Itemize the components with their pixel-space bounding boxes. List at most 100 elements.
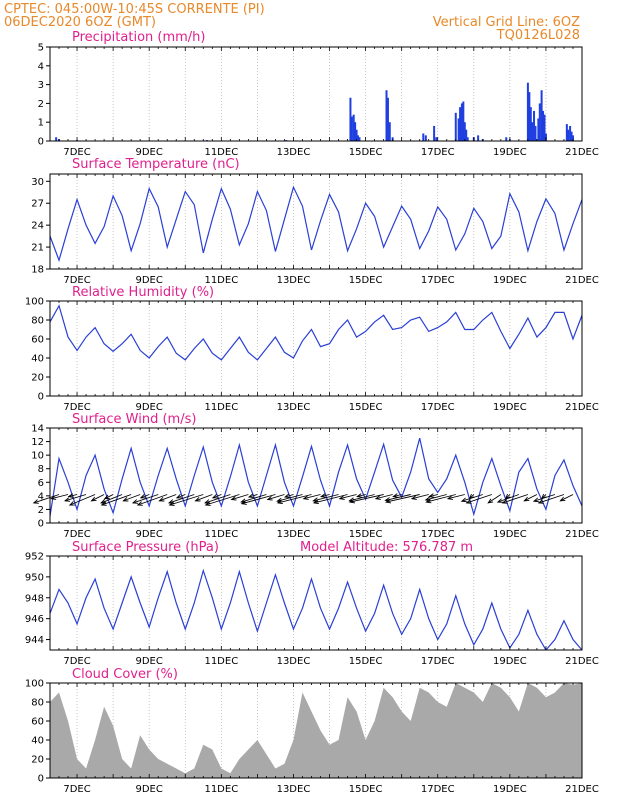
x-tick-label: 19DEC [493, 529, 527, 540]
panel-frame [49, 555, 583, 651]
panel-frame [49, 46, 583, 142]
y-tick-label: 100 [25, 679, 44, 690]
panel-frame [49, 173, 583, 270]
y-tick-label: 100 [25, 297, 44, 308]
y-tick-label: 946 [25, 614, 44, 625]
precip-bar [435, 137, 438, 141]
wind-arrowhead [283, 493, 291, 499]
wind-vector [497, 494, 520, 503]
x-tick-label: 13DEC [277, 275, 311, 286]
wind-arrowhead [523, 496, 530, 502]
wind-vector [101, 494, 132, 506]
wind-vector [426, 494, 456, 503]
y-tick-label: 24 [31, 221, 44, 232]
wind-vector [100, 494, 123, 504]
wind-vector [303, 494, 321, 500]
y-tick-label: 2 [38, 505, 44, 516]
x-tick-label: 13DEC [277, 656, 311, 667]
panel-frame [49, 682, 583, 779]
precip-bar [388, 122, 391, 141]
wind-vector [104, 494, 114, 500]
wind-vector [313, 494, 348, 504]
y-tick-label: 60 [31, 717, 44, 728]
precip-bar [357, 135, 360, 141]
wind-vector [533, 494, 556, 502]
y-tick-label: 950 [25, 572, 44, 583]
wind-arrowhead [446, 495, 453, 500]
x-tick-label: 7DEC [63, 147, 90, 158]
y-tick-label: 3 [38, 80, 44, 91]
y-tick-label: 944 [25, 635, 44, 646]
wind-vector [284, 494, 294, 498]
y-tick-label: 5 [38, 43, 44, 54]
wind-arrowhead [63, 497, 71, 502]
wind-arrowhead [302, 495, 309, 500]
precip-bar [352, 114, 355, 141]
header-model: TQ0126L028 [496, 28, 580, 43]
precip-bar [55, 137, 58, 141]
x-tick-label: 11DEC [204, 656, 238, 667]
wind-arrowhead [532, 497, 539, 503]
precip-bar [531, 122, 534, 141]
x-tick-label: 17DEC [421, 147, 455, 158]
wind-vector [51, 494, 69, 500]
wind-arrowhead [338, 495, 345, 500]
wind-arrowhead [410, 495, 417, 500]
y-tick-label: 80 [31, 698, 44, 709]
y-tick-label: 18 [31, 265, 44, 276]
precip-bar [459, 107, 462, 141]
wind-vector [205, 494, 240, 506]
x-tick-label: 9DEC [135, 275, 162, 286]
wind-arrowhead [67, 493, 74, 498]
wind-arrowhead [103, 494, 110, 500]
wind-vector [123, 494, 141, 502]
wind-vector [241, 494, 276, 505]
y-tick-label: 12 [31, 437, 44, 448]
wind-arrowhead [384, 498, 392, 504]
x-tick-label: 17DEC [421, 275, 455, 286]
wind-title: Surface Wind (m/s) [72, 412, 196, 427]
wind-arrowhead [348, 498, 356, 504]
y-tick-label: 60 [31, 335, 44, 346]
wind-vector [538, 494, 565, 504]
series-line [50, 185, 582, 263]
x-tick-label: 13DEC [277, 402, 311, 413]
y-tick-label: 0 [38, 392, 44, 403]
precip-bar [454, 112, 457, 141]
x-tick-label: 19DEC [493, 656, 527, 667]
wind-vector [169, 494, 204, 506]
wind-arrowhead [240, 500, 247, 505]
precip-bar [457, 118, 460, 141]
wind-arrowhead [122, 497, 129, 502]
header-date: 06DEC2020 6OZ (GMT) [4, 15, 156, 30]
x-tick-label: 21DEC [565, 147, 599, 158]
wind-vector [339, 494, 357, 500]
y-tick-label: 14 [31, 424, 44, 435]
x-tick-label: 13DEC [277, 529, 311, 540]
y-tick-label: 1 [38, 118, 44, 129]
x-tick-label: 19DEC [493, 402, 527, 413]
x-tick-label: 21DEC [565, 275, 599, 286]
wind-arrowhead [131, 499, 139, 504]
y-tick-label: 40 [31, 736, 44, 747]
wind-arrowhead [204, 501, 211, 506]
wind-arrowhead [428, 493, 435, 498]
x-tick-label: 7DEC [63, 275, 90, 286]
wind-vector [64, 494, 87, 502]
wind-arrowhead [175, 494, 182, 499]
panel-pressure: Surface Pressure (hPa) Model Altitude: 5… [25, 540, 599, 667]
y-tick-label: 0 [38, 137, 44, 148]
wind-vector [425, 494, 447, 501]
precip-bar [385, 90, 388, 141]
wind-arrowhead [356, 493, 363, 498]
x-tick-label: 15DEC [349, 529, 383, 540]
wind-arrowhead [247, 493, 255, 499]
y-tick-label: 80 [31, 316, 44, 327]
x-tick-label: 21DEC [565, 529, 599, 540]
y-tick-label: 21 [31, 243, 44, 254]
wind-vector [321, 494, 330, 498]
panel-frame [49, 427, 583, 524]
y-tick-label: 20 [31, 755, 44, 766]
wind-arrowhead [312, 499, 319, 505]
